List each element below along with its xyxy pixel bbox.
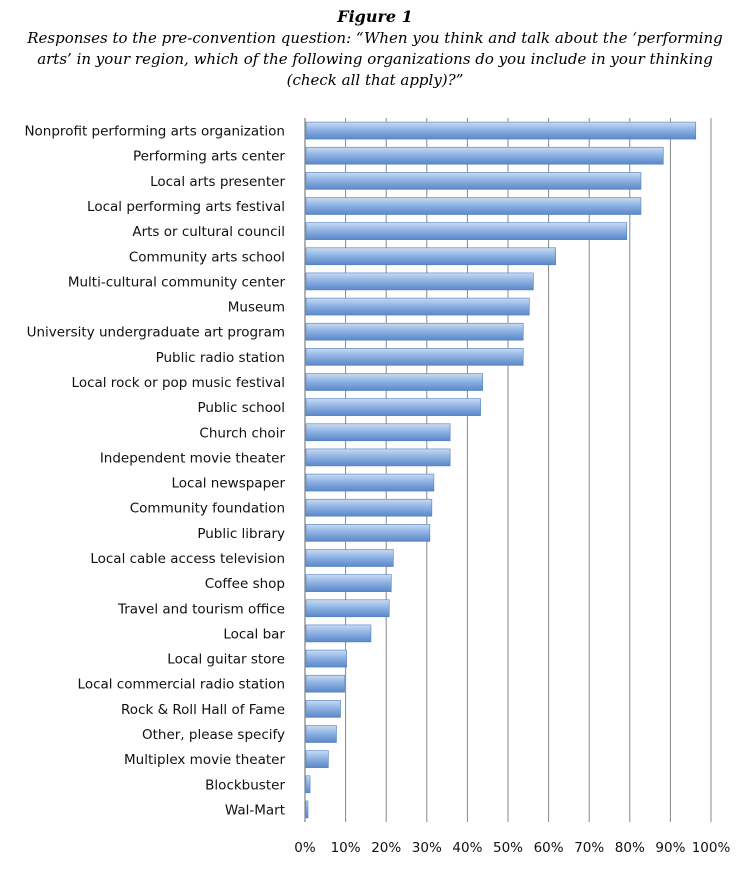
category-label: Coffee shop xyxy=(205,576,285,592)
category-label: Community foundation xyxy=(130,501,285,517)
bar xyxy=(305,146,664,165)
category-label: Local rock or pop music festival xyxy=(72,375,285,391)
bar xyxy=(305,498,433,517)
category-label: Church choir xyxy=(199,425,285,441)
bars xyxy=(305,121,697,819)
category-label: Public radio station xyxy=(156,350,285,366)
bar xyxy=(305,750,329,768)
category-label: Wal-Mart xyxy=(225,802,285,818)
bar xyxy=(305,599,390,618)
bar xyxy=(305,473,435,492)
x-tick-label: 90% xyxy=(655,840,685,856)
category-label: Local guitar store xyxy=(167,652,285,668)
category-label: Public library xyxy=(197,526,285,542)
bar xyxy=(305,674,345,693)
x-tick-label: 50% xyxy=(493,840,523,856)
category-label: Nonprofit performing arts organization xyxy=(24,124,285,140)
category-label: Travel and tourism office xyxy=(117,601,285,617)
category-label: Local commercial radio station xyxy=(78,677,285,693)
category-label: Other, please specify xyxy=(142,727,285,743)
category-label: Museum xyxy=(228,300,285,316)
category-label: Local arts presenter xyxy=(150,174,285,190)
figure-label: Figure 1 xyxy=(337,7,413,26)
bar xyxy=(305,222,628,240)
bar xyxy=(305,775,311,794)
bar xyxy=(305,574,392,592)
x-tick-label: 70% xyxy=(574,840,604,856)
chart-title: Responses to the pre-convention question… xyxy=(27,29,723,89)
bar xyxy=(305,247,556,266)
category-label: Blockbuster xyxy=(205,777,285,793)
category-label: Local performing arts festival xyxy=(87,199,285,215)
category-label: Independent movie theater xyxy=(100,450,286,466)
bar xyxy=(305,524,431,542)
category-label: Performing arts center xyxy=(133,149,285,165)
bar xyxy=(305,373,483,391)
category-label: Multiplex movie theater xyxy=(124,752,285,768)
bar xyxy=(305,272,534,291)
x-tick-label: 0% xyxy=(294,840,316,856)
category-label: Local newspaper xyxy=(172,476,286,492)
x-tick-label: 100% xyxy=(692,840,731,856)
bar xyxy=(305,297,530,316)
x-tick-label: 40% xyxy=(452,840,482,856)
chart-title-block: Figure 1 Responses to the pre-convention… xyxy=(0,6,750,91)
bar xyxy=(305,348,524,366)
x-tick-label: 20% xyxy=(371,840,401,856)
bar xyxy=(305,725,337,743)
bar xyxy=(305,197,642,215)
x-tick-label: 10% xyxy=(331,840,361,856)
category-label: Rock & Roll Hall of Fame xyxy=(121,702,285,718)
bar xyxy=(305,398,481,416)
x-tick-label: 30% xyxy=(412,840,442,856)
x-tick-label: 60% xyxy=(534,840,564,856)
category-label: Community arts school xyxy=(129,249,285,265)
bar xyxy=(305,624,372,643)
category-label: Public school xyxy=(197,400,285,416)
bar xyxy=(305,448,451,467)
x-tick-label: 80% xyxy=(615,840,645,856)
bar xyxy=(305,800,309,819)
category-label: University undergraduate art program xyxy=(27,325,285,341)
category-label: Local bar xyxy=(223,626,285,642)
bar xyxy=(305,549,394,567)
bar xyxy=(305,423,451,442)
bar xyxy=(305,700,341,718)
bar xyxy=(305,649,347,668)
category-label: Local cable access television xyxy=(90,551,285,567)
category-label: Arts or cultural council xyxy=(132,224,285,240)
bar xyxy=(305,322,524,341)
bar xyxy=(305,121,697,140)
bar xyxy=(305,172,642,190)
category-label: Multi-cultural community center xyxy=(68,274,286,290)
x-axis-ticks: 0% 10% 20% 30% 40% 50% 60% 70% 80% 90% 100% xyxy=(294,840,730,856)
category-labels: Nonprofit performing arts organization Pe… xyxy=(24,124,285,819)
